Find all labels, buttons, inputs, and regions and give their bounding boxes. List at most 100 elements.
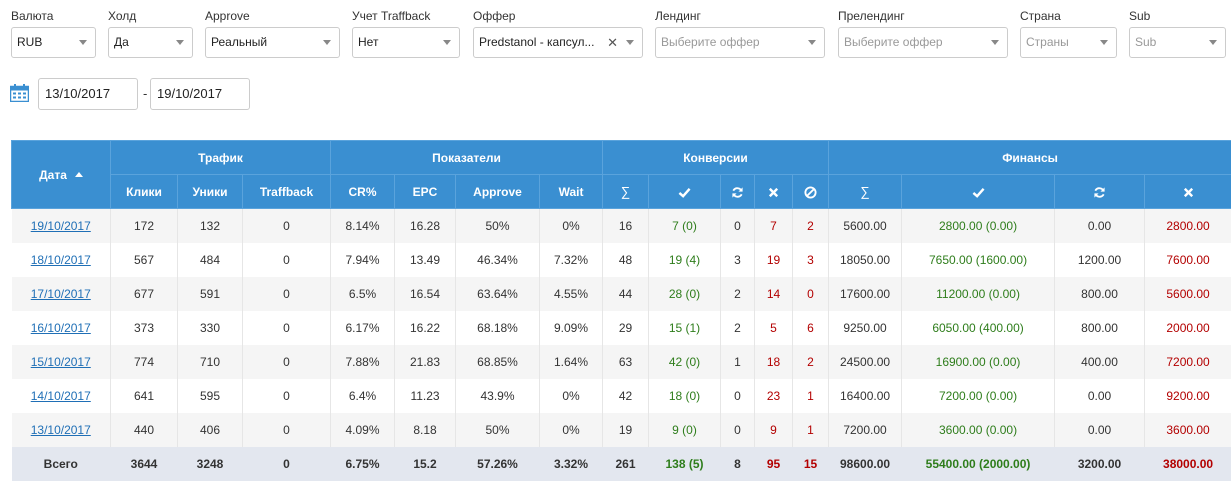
currency-select-value: RUB	[17, 35, 43, 49]
total-conv-trash: 15	[792, 446, 830, 481]
filter-offer: Оффер Predstanol - капсул... ✕	[473, 8, 643, 58]
row-date-link[interactable]: 18/10/2017	[30, 252, 91, 267]
cell-uniques: 591	[177, 276, 243, 311]
column-header-fin-rejected[interactable]	[1144, 174, 1231, 209]
cell-conv-pending: 0	[720, 208, 756, 243]
cell-fin-approved: 11200.00 (0.00)	[901, 276, 1056, 311]
cell-conv-trash: 3	[792, 242, 830, 277]
cell-traffback: 0	[242, 378, 332, 413]
column-header-date-label: Дата	[39, 167, 67, 182]
calendar-icon[interactable]	[10, 84, 29, 102]
row-date-link[interactable]: 16/10/2017	[30, 320, 91, 335]
cell-cr: 7.88%	[330, 344, 396, 379]
date-from-input[interactable]: 13/10/2017	[38, 78, 138, 110]
cell-fin-rejected: 3600.00	[1144, 412, 1231, 447]
check-icon	[972, 187, 985, 198]
cell-fin-approved: 6050.00 (400.00)	[901, 310, 1056, 345]
chevron-down-icon	[443, 40, 451, 45]
close-icon[interactable]: ✕	[607, 35, 618, 50]
cell-wait: 0%	[539, 412, 604, 447]
cell-conv-total: 44	[602, 276, 650, 311]
cell-fin-rejected: 7600.00	[1144, 242, 1231, 277]
column-header-conv-rejected[interactable]	[754, 174, 794, 209]
cell-traffback: 0	[242, 276, 332, 311]
column-header-uniques[interactable]: Уники	[177, 174, 243, 209]
cell-conv-approved: 42 (0)	[648, 344, 722, 379]
cell-fin-total: 17600.00	[828, 276, 903, 311]
column-header-wait[interactable]: Wait	[539, 174, 604, 209]
cell-conv-approved: 18 (0)	[648, 378, 722, 413]
cell-fin-pending: 800.00	[1054, 310, 1146, 345]
column-header-fin-pending[interactable]	[1054, 174, 1146, 209]
table-row: 17/10/2017 677 591 0 6.5% 16.54 63.64% 4…	[11, 276, 1231, 311]
column-header-conv-approved[interactable]	[648, 174, 722, 209]
cell-clicks: 677	[110, 276, 178, 311]
offer-select[interactable]: Predstanol - капсул... ✕	[473, 27, 643, 58]
currency-select[interactable]: RUB	[11, 27, 96, 58]
traffback-select[interactable]: Нет	[352, 27, 460, 58]
filter-prelanding-label: Прелендинг	[838, 9, 905, 23]
cell-epc: 11.23	[394, 378, 457, 413]
cell-fin-rejected: 2000.00	[1144, 310, 1231, 345]
sub-select[interactable]: Sub	[1129, 27, 1226, 58]
cell-fin-approved: 2800.00 (0.00)	[901, 208, 1056, 243]
sort-asc-icon	[74, 171, 83, 177]
cell-approve: 68.18%	[455, 310, 541, 345]
column-header-traffback[interactable]: Traffback	[241, 174, 332, 209]
row-date-link[interactable]: 13/10/2017	[30, 422, 91, 437]
country-select-placeholder: Страны	[1026, 35, 1069, 49]
column-header-fin-total[interactable]: ∑	[828, 174, 903, 209]
row-date-link[interactable]: 19/10/2017	[30, 218, 91, 233]
cell-approve: 68.85%	[455, 344, 541, 379]
column-header-cr[interactable]: CR%	[330, 174, 396, 209]
cell-conv-rejected: 18	[754, 344, 794, 379]
cell-clicks: 641	[110, 378, 178, 413]
cell-epc: 16.22	[394, 310, 457, 345]
date-to-input[interactable]: 19/10/2017	[150, 78, 250, 110]
cell-cr: 4.09%	[330, 412, 396, 447]
column-header-conv-total[interactable]: ∑	[602, 174, 650, 209]
cell-fin-rejected: 9200.00	[1144, 378, 1231, 413]
cell-conv-rejected: 14	[754, 276, 794, 311]
group-header-finance: Финансы	[828, 140, 1231, 175]
approve-select[interactable]: Реальный	[205, 27, 340, 58]
cell-conv-rejected: 7	[754, 208, 794, 243]
column-header-fin-approved[interactable]	[901, 174, 1056, 209]
landing-select[interactable]: Выберите оффер	[655, 27, 825, 58]
table-row: 14/10/2017 641 595 0 6.4% 11.23 43.9% 0%…	[11, 378, 1231, 413]
sigma-icon: ∑	[620, 184, 631, 199]
hold-select[interactable]: Да	[108, 27, 193, 58]
row-date-link[interactable]: 17/10/2017	[30, 286, 91, 301]
total-conv-approved: 138 (5)	[648, 446, 722, 481]
column-header-clicks[interactable]: Клики	[110, 174, 178, 209]
cell-conv-total: 16	[602, 208, 650, 243]
cell-conv-pending: 3	[720, 242, 756, 277]
cell-clicks: 774	[110, 344, 178, 379]
cell-conv-approved: 19 (4)	[648, 242, 722, 277]
total-approve: 57.26%	[455, 446, 541, 481]
row-date-cell: 16/10/2017	[11, 310, 111, 345]
cell-conv-pending: 0	[720, 412, 756, 447]
column-header-date[interactable]: Дата	[11, 140, 111, 209]
cell-cr: 7.94%	[330, 242, 396, 277]
row-date-link[interactable]: 14/10/2017	[30, 388, 91, 403]
cell-conv-total: 19	[602, 412, 650, 447]
country-select[interactable]: Страны	[1020, 27, 1117, 58]
column-header-conv-trash[interactable]	[792, 174, 830, 209]
total-clicks: 3644	[110, 446, 178, 481]
total-fin-approved: 55400.00 (2000.00)	[901, 446, 1056, 481]
table-row: 18/10/2017 567 484 0 7.94% 13.49 46.34% …	[11, 242, 1231, 277]
cell-cr: 6.4%	[330, 378, 396, 413]
cell-conv-trash: 1	[792, 378, 830, 413]
row-date-link[interactable]: 15/10/2017	[30, 354, 91, 369]
cell-clicks: 567	[110, 242, 178, 277]
column-header-conv-pending[interactable]	[720, 174, 756, 209]
column-header-epc[interactable]: EPC	[394, 174, 457, 209]
prelanding-select[interactable]: Выберите оффер	[838, 27, 1008, 58]
total-fin-total: 98600.00	[828, 446, 903, 481]
cell-approve: 50%	[455, 412, 541, 447]
total-uniques: 3248	[177, 446, 243, 481]
column-header-approve[interactable]: Approve	[455, 174, 541, 209]
total-label: Всего	[11, 446, 111, 481]
total-fin-rejected: 38000.00	[1144, 446, 1231, 481]
